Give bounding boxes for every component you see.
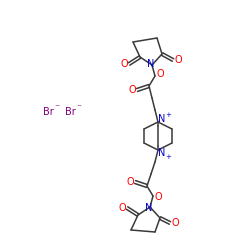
Text: O: O xyxy=(126,177,134,187)
Text: +: + xyxy=(165,112,171,118)
Text: N: N xyxy=(158,114,166,124)
Text: O: O xyxy=(120,59,128,69)
Text: O: O xyxy=(118,203,126,213)
Text: O: O xyxy=(171,218,179,228)
Text: O: O xyxy=(156,69,164,79)
Text: O: O xyxy=(174,55,182,65)
Text: N: N xyxy=(145,203,153,213)
Text: O: O xyxy=(128,85,136,95)
Text: +: + xyxy=(165,154,171,160)
Text: Br: Br xyxy=(42,107,54,117)
Text: N: N xyxy=(158,148,166,158)
Text: ⁻: ⁻ xyxy=(54,103,60,113)
Text: ⁻: ⁻ xyxy=(76,103,82,113)
Text: N: N xyxy=(147,59,155,69)
Text: O: O xyxy=(154,192,162,202)
Text: Br: Br xyxy=(64,107,76,117)
